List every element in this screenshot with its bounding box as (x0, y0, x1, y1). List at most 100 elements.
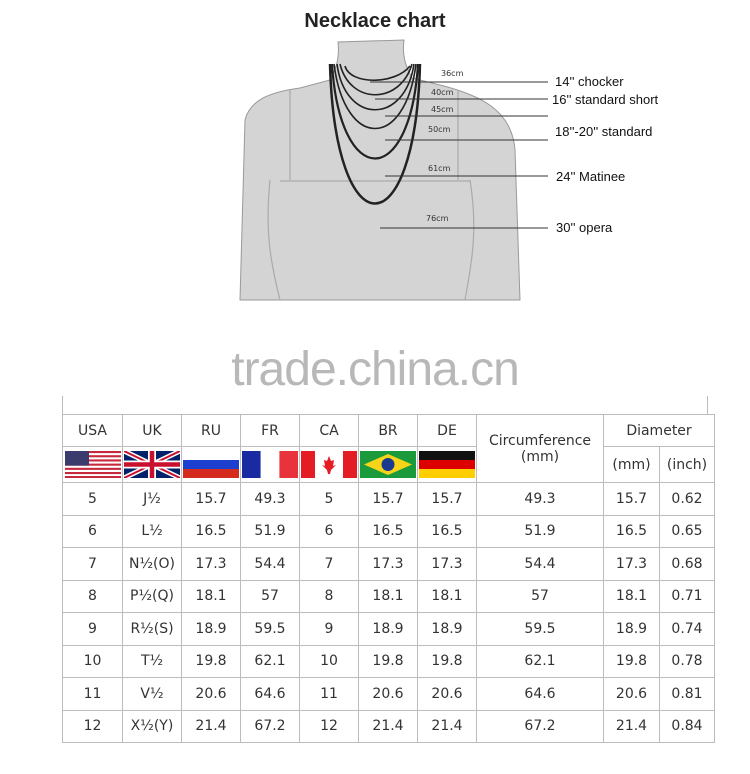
cell-de: 18.9 (417, 612, 477, 646)
header-fr: FR (240, 414, 300, 447)
cell-usa: 11 (62, 677, 123, 711)
cell-circumference: 51.9 (476, 514, 604, 548)
cell-fr: 64.6 (240, 677, 300, 711)
cell-diameter-mm: 15.7 (603, 482, 660, 516)
cell-usa: 10 (62, 644, 123, 678)
cell-fr: 49.3 (240, 482, 300, 516)
cell-br: 16.5 (358, 514, 418, 548)
cell-ru: 21.4 (181, 709, 241, 743)
header-uk: UK (122, 414, 182, 447)
cell-diameter-inch: 0.81 (659, 677, 715, 711)
cell-fr: 67.2 (240, 709, 300, 743)
canada-flag-icon (301, 451, 357, 478)
table-row: 6 L½ 16.5 51.9 6 16.5 16.5 51.9 16.5 0.65 (62, 514, 715, 548)
cell-usa: 9 (62, 612, 123, 646)
header-br: BR (358, 414, 418, 447)
length-40cm: 40cm (431, 88, 454, 97)
cell-ru: 17.3 (181, 547, 241, 581)
table-row: 9 R½(S) 18.9 59.5 9 18.9 18.9 59.5 18.9 0.74 (62, 612, 715, 646)
header-ca: CA (299, 414, 359, 447)
cell-ru: 19.8 (181, 644, 241, 678)
cell-circumference: 49.3 (476, 482, 604, 516)
cell-br: 19.8 (358, 644, 418, 678)
cell-diameter-inch: 0.78 (659, 644, 715, 678)
cell-ca: 8 (299, 579, 359, 613)
uk-flag-icon (124, 451, 180, 478)
cell-fr: 62.1 (240, 644, 300, 678)
chart-title: Necklace chart (304, 10, 446, 32)
cell-uk: T½ (122, 644, 182, 678)
cell-br: 20.6 (358, 677, 418, 711)
cell-de: 15.7 (417, 482, 477, 516)
table-row: 11 V½ 20.6 64.6 11 20.6 20.6 64.6 20.6 0.81 (62, 677, 715, 711)
length-36cm: 36cm (441, 69, 464, 78)
necklace-label-matinee: 24'' Matinee (556, 169, 626, 184)
cell-diameter-mm: 16.5 (603, 514, 660, 548)
cell-circumference: 67.2 (476, 709, 604, 743)
germany-flag-icon (419, 451, 475, 478)
cell-fr: 54.4 (240, 547, 300, 581)
cell-circumference: 54.4 (476, 547, 604, 581)
cell-uk: J½ (122, 482, 182, 516)
cell-usa: 8 (62, 579, 123, 613)
header-diameter-mm: (mm) (603, 446, 660, 483)
table-row: 8 P½(Q) 18.1 57 8 18.1 18.1 57 18.1 0.71 (62, 579, 715, 613)
cell-uk: P½(Q) (122, 579, 182, 613)
table-row: 10 T½ 19.8 62.1 10 19.8 19.8 62.1 19.8 0.78 (62, 644, 715, 678)
header-diameter-inch: (inch) (659, 446, 715, 483)
cell-br: 17.3 (358, 547, 418, 581)
necklace-label-chocker: 14'' chocker (555, 74, 624, 89)
brazil-flag-icon (360, 451, 416, 478)
cell-diameter-mm: 21.4 (603, 709, 660, 743)
necklace-label-standard: 18''-20'' standard (555, 124, 653, 139)
cell-uk: X½(Y) (122, 709, 182, 743)
header-diameter: Diameter (603, 414, 715, 447)
cell-ru: 15.7 (181, 482, 241, 516)
necklace-label-opera: 30'' opera (556, 220, 613, 235)
torso-illustration: 36cm 40cm 45cm 50cm 61cm 76cm (239, 39, 548, 301)
cell-usa: 12 (62, 709, 123, 743)
cell-br: 18.9 (358, 612, 418, 646)
cell-br: 18.1 (358, 579, 418, 613)
cell-fr: 57 (240, 579, 300, 613)
russia-flag-icon (183, 451, 239, 478)
header-de: DE (417, 414, 477, 447)
cell-diameter-inch: 0.84 (659, 709, 715, 743)
cell-diameter-inch: 0.62 (659, 482, 715, 516)
circumference-unit: (mm) (520, 448, 560, 465)
cell-de: 21.4 (417, 709, 477, 743)
watermark: trade.china.cn (231, 343, 520, 396)
table-row: 5 J½ 15.7 49.3 5 15.7 15.7 49.3 15.7 0.62 (62, 482, 715, 516)
cell-ca: 12 (299, 709, 359, 743)
cell-br: 21.4 (358, 709, 418, 743)
cell-ca: 5 (299, 482, 359, 516)
table-top-frame (62, 396, 708, 414)
ring-size-table: USA UK RU FR CA BR DE Circumference (mm) … (62, 414, 715, 743)
cell-circumference: 62.1 (476, 644, 604, 678)
cell-uk: L½ (122, 514, 182, 548)
cell-diameter-mm: 18.1 (603, 579, 660, 613)
header-usa: USA (62, 414, 123, 447)
cell-de: 16.5 (417, 514, 477, 548)
cell-ca: 10 (299, 644, 359, 678)
cell-ru: 18.9 (181, 612, 241, 646)
usa-flag-icon (64, 451, 121, 478)
cell-usa: 5 (62, 482, 123, 516)
length-45cm: 45cm (431, 105, 454, 114)
cell-ca: 6 (299, 514, 359, 548)
table-row: 7 N½(O) 17.3 54.4 7 17.3 17.3 54.4 17.3 0.68 (62, 547, 715, 581)
cell-diameter-inch: 0.71 (659, 579, 715, 613)
cell-usa: 6 (62, 514, 123, 548)
cell-usa: 7 (62, 547, 123, 581)
cell-de: 18.1 (417, 579, 477, 613)
table-row: 12 X½(Y) 21.4 67.2 12 21.4 21.4 67.2 21.4 0.84 (62, 709, 715, 743)
cell-diameter-mm: 20.6 (603, 677, 660, 711)
cell-diameter-inch: 0.65 (659, 514, 715, 548)
length-61cm: 61cm (428, 164, 451, 173)
cell-ca: 11 (299, 677, 359, 711)
cell-diameter-inch: 0.74 (659, 612, 715, 646)
cell-uk: N½(O) (122, 547, 182, 581)
header-circumference: Circumference (mm) (476, 414, 604, 483)
cell-de: 20.6 (417, 677, 477, 711)
cell-circumference: 59.5 (476, 612, 604, 646)
